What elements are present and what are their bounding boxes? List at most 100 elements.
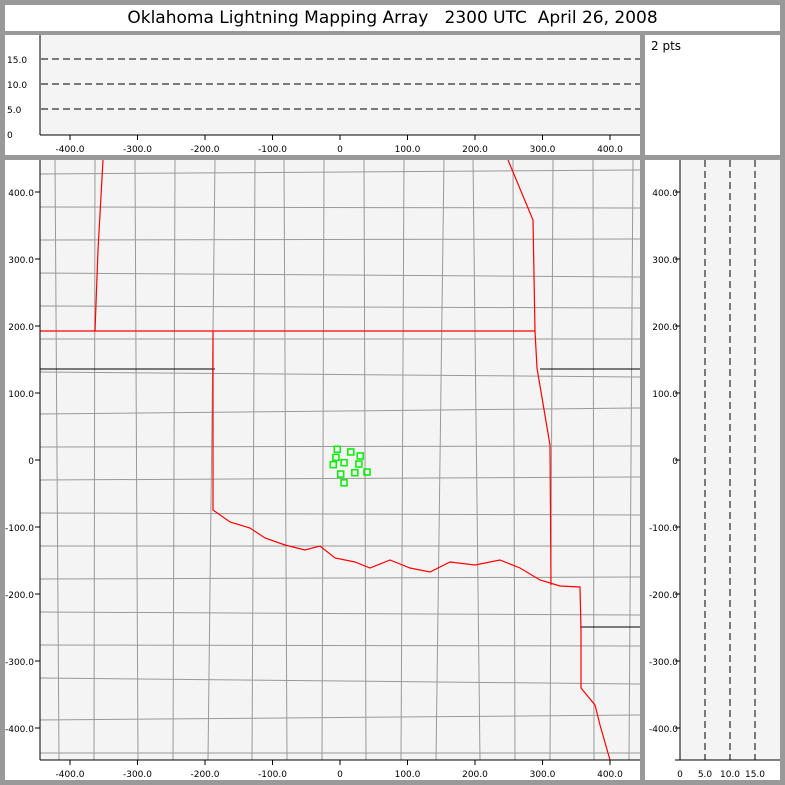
county-line bbox=[39, 371, 641, 378]
altitude-vs-y-panel: 0 5.0 10.0 15.0 400.0 300.0 200.0 100.0 0 -100.0 -… bbox=[645, 160, 780, 780]
x-tick-label: -300.0 bbox=[123, 770, 152, 780]
y-tick-label: -400.0 bbox=[5, 725, 34, 735]
county-line bbox=[172, 159, 176, 761]
altitude-vs-x-plot: 0 5.0 10.0 15.0 -400.0 -300.0 -200.0 -100.0 0 100… bbox=[7, 35, 640, 155]
x-tick-label: -100.0 bbox=[258, 770, 287, 780]
county-line bbox=[207, 159, 216, 761]
x-tick-label: -100.0 bbox=[258, 145, 287, 155]
lma-station-marker bbox=[332, 453, 340, 462]
county-line bbox=[54, 159, 60, 761]
lma-station-marker bbox=[355, 460, 363, 468]
x-tick-label: 100.0 bbox=[395, 145, 421, 155]
county-line bbox=[39, 476, 641, 481]
x-tick-label: -400.0 bbox=[55, 145, 84, 155]
county-line bbox=[39, 407, 641, 415]
county-line bbox=[251, 159, 256, 761]
y-tick-label: 200.0 bbox=[652, 323, 678, 333]
x-tick-label: 0 bbox=[337, 145, 343, 155]
county-line bbox=[39, 644, 641, 647]
y-tick-label: -400.0 bbox=[649, 725, 678, 735]
y-tick-label: -100.0 bbox=[5, 524, 34, 534]
county-line bbox=[39, 272, 641, 278]
y-tick-label: 400.0 bbox=[8, 189, 34, 199]
lma-station-marker bbox=[340, 458, 348, 467]
x-tick-label: 400.0 bbox=[597, 770, 623, 780]
x-tick-label: -200.0 bbox=[190, 770, 219, 780]
y-tick-label: 300.0 bbox=[652, 256, 678, 266]
x-tick-label: -400.0 bbox=[55, 770, 84, 780]
point-count: 2 pts bbox=[651, 39, 682, 53]
info-panel: 2 pts bbox=[645, 35, 780, 155]
plot-title: Oklahoma Lightning Mapping Array 2300 UT… bbox=[5, 5, 780, 31]
county-line bbox=[39, 169, 641, 175]
altitude-tick-label: 10.0 bbox=[720, 770, 740, 780]
lma-station-marker bbox=[347, 448, 355, 456]
x-tick-label: -300.0 bbox=[123, 145, 152, 155]
county-line bbox=[134, 159, 139, 761]
lma-station-marker bbox=[363, 468, 371, 476]
county-line bbox=[321, 159, 325, 761]
x-tick-label: 300.0 bbox=[530, 770, 556, 780]
y-tick-label: 0 bbox=[672, 457, 678, 467]
county-line bbox=[39, 611, 641, 616]
state-border-red bbox=[212, 331, 611, 761]
county-line bbox=[39, 512, 641, 516]
altitude-tick-label: 5.0 bbox=[698, 770, 713, 780]
county-line bbox=[472, 159, 481, 761]
county-line bbox=[363, 159, 367, 761]
altitude-tick-label: 5.0 bbox=[7, 106, 22, 116]
county-borders bbox=[39, 159, 641, 761]
x-tick-label: 0 bbox=[337, 770, 343, 780]
lma-station-marker bbox=[329, 460, 337, 469]
county-line bbox=[39, 677, 641, 685]
state-border-red bbox=[94, 159, 104, 332]
county-line bbox=[628, 159, 634, 761]
x-tick-label: 100.0 bbox=[395, 770, 421, 780]
y-tick-label: 200.0 bbox=[8, 323, 34, 333]
y-tick-label: 0 bbox=[28, 457, 34, 467]
county-line bbox=[39, 305, 641, 309]
county-line bbox=[549, 159, 554, 761]
lma-station-marker bbox=[333, 445, 342, 454]
lma-station-marker bbox=[336, 470, 345, 478]
altitude-tick-label: 0 bbox=[7, 131, 13, 141]
altitude-tick-label: 0 bbox=[677, 770, 683, 780]
y-tick-label: -200.0 bbox=[649, 591, 678, 601]
state-border-red bbox=[507, 159, 552, 586]
altitude-vs-y-plot: 0 5.0 10.0 15.0 400.0 300.0 200.0 100.0 0 -100.0 -… bbox=[649, 160, 780, 780]
y-tick-label: -300.0 bbox=[5, 658, 34, 668]
y-tick-label: 400.0 bbox=[652, 189, 678, 199]
county-line bbox=[592, 159, 595, 761]
y-tick-label: 300.0 bbox=[8, 256, 34, 266]
lma-station-marker bbox=[356, 452, 364, 460]
county-line bbox=[93, 159, 96, 761]
altitude-tick-label: 15.0 bbox=[745, 770, 765, 780]
y-tick-label: 100.0 bbox=[8, 390, 34, 400]
altitude-tick-label: 10.0 bbox=[7, 81, 27, 91]
y-tick-label: -300.0 bbox=[649, 658, 678, 668]
plan-view-map: -400.0 -300.0 -200.0 -100.0 0 100.0 200.0 300.0… bbox=[5, 159, 641, 780]
altitude-tick-label: 15.0 bbox=[7, 56, 27, 66]
county-line bbox=[39, 206, 641, 209]
lma-station-marker bbox=[340, 479, 348, 487]
county-line bbox=[435, 159, 445, 761]
county-line bbox=[400, 159, 405, 761]
county-line bbox=[512, 159, 516, 761]
plan-view-panel: -400.0 -300.0 -200.0 -100.0 0 100.0 200.0 300.0… bbox=[5, 159, 641, 780]
y-tick-label: -100.0 bbox=[649, 524, 678, 534]
x-tick-label: 200.0 bbox=[462, 145, 488, 155]
altitude-vs-x-panel: 0 5.0 10.0 15.0 -400.0 -300.0 -200.0 -100.0 0 100… bbox=[5, 35, 640, 155]
plot-area bbox=[40, 35, 640, 135]
y-tick-label: -200.0 bbox=[5, 591, 34, 601]
x-tick-label: -200.0 bbox=[190, 145, 219, 155]
county-line bbox=[283, 159, 288, 761]
plot-area bbox=[40, 160, 640, 760]
x-tick-label: 400.0 bbox=[597, 145, 623, 155]
county-line bbox=[39, 714, 641, 721]
x-tick-label: 300.0 bbox=[530, 145, 556, 155]
lma-station-marker bbox=[351, 468, 359, 477]
x-tick-label: 200.0 bbox=[462, 770, 488, 780]
county-line bbox=[39, 238, 641, 241]
county-line bbox=[39, 576, 641, 580]
y-tick-label: 100.0 bbox=[652, 390, 678, 400]
